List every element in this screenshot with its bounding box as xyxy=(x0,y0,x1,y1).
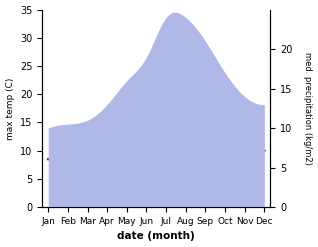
Y-axis label: med. precipitation (kg/m2): med. precipitation (kg/m2) xyxy=(303,52,313,165)
Y-axis label: max temp (C): max temp (C) xyxy=(5,77,15,140)
X-axis label: date (month): date (month) xyxy=(117,231,195,242)
